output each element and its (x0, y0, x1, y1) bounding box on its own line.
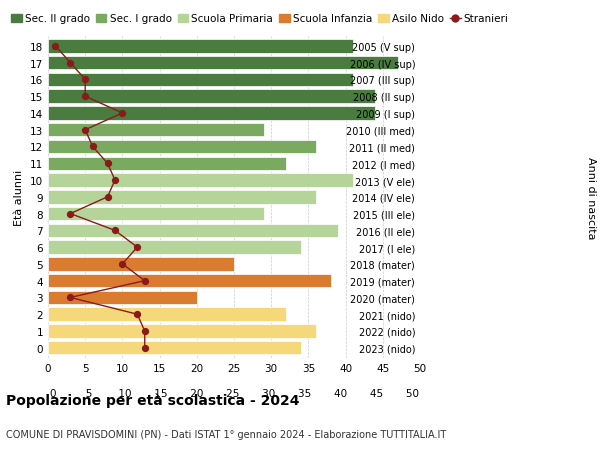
Point (65, 294, 75, 302)
Bar (48, 157, 286, 171)
Bar (48, 241, 301, 254)
Point (65, 60, 75, 67)
Point (80, 93, 90, 101)
Point (133, 244, 142, 251)
Bar (48, 190, 316, 204)
Bar (48, 274, 331, 288)
Bar (48, 40, 353, 53)
Point (110, 177, 120, 185)
Bar (48, 291, 197, 304)
Point (88, 144, 97, 151)
Point (118, 261, 127, 268)
Point (80, 77, 90, 84)
Bar (48, 90, 376, 104)
Point (140, 328, 149, 335)
Text: COMUNE DI PRAVISDOMINI (PN) - Dati ISTAT 1° gennaio 2024 - Elaborazione TUTTITAL: COMUNE DI PRAVISDOMINI (PN) - Dati ISTAT… (6, 429, 446, 439)
Point (140, 344, 149, 352)
Bar (48, 124, 264, 137)
Legend: Sec. II grado, Sec. I grado, Scuola Primaria, Scuola Infanzia, Asilo Nido, Stran: Sec. II grado, Sec. I grado, Scuola Prim… (11, 14, 509, 24)
Point (133, 311, 142, 318)
Y-axis label: Età alunni: Età alunni (14, 169, 25, 225)
Point (50, 43, 60, 50)
Bar (48, 325, 316, 338)
Point (118, 110, 127, 118)
Bar (48, 57, 398, 70)
Point (110, 227, 120, 235)
Text: Anni di nascita: Anni di nascita (586, 156, 596, 239)
Bar (48, 257, 234, 271)
Bar (48, 174, 353, 187)
Point (65, 210, 75, 218)
Point (103, 160, 112, 168)
Text: 0         5        10       15       20       25       30       35       40     : 0 5 10 15 20 25 30 35 40 (49, 388, 419, 398)
Bar (48, 140, 316, 154)
Bar (48, 73, 353, 87)
Bar (48, 207, 264, 221)
Bar (48, 107, 376, 120)
Point (140, 277, 149, 285)
Point (103, 194, 112, 201)
Point (80, 127, 90, 134)
Bar (48, 308, 286, 321)
Bar (48, 341, 301, 355)
Bar (48, 224, 338, 238)
Text: Popolazione per età scolastica - 2024: Popolazione per età scolastica - 2024 (6, 392, 299, 407)
